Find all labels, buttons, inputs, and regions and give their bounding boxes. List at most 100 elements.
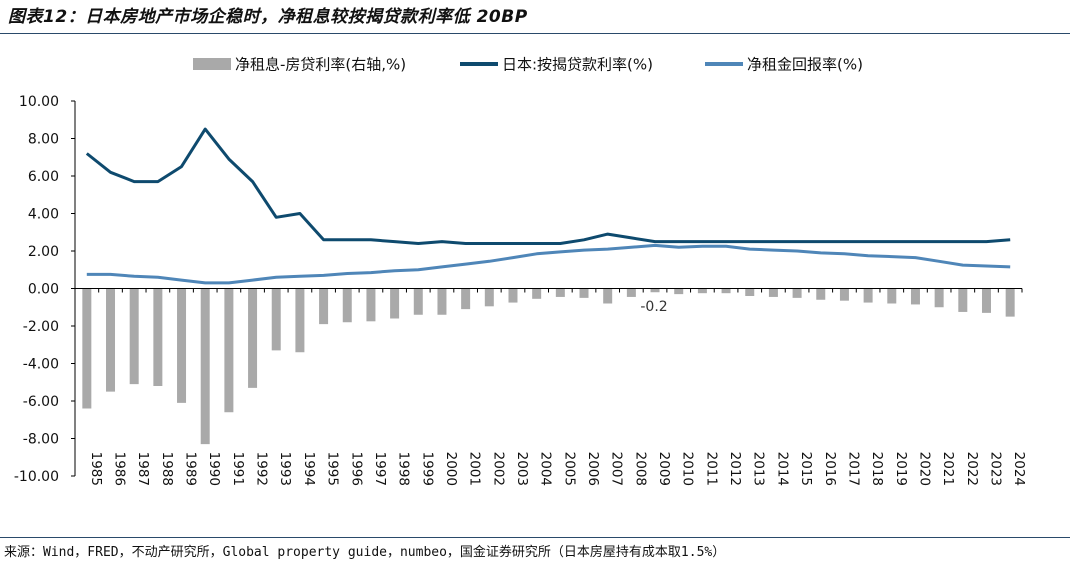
x-tick-label: 2001 bbox=[467, 452, 483, 486]
x-tick-label: 2011 bbox=[703, 452, 719, 486]
y-tick-label: -2.00 bbox=[23, 319, 59, 335]
x-tick-label: 1987 bbox=[135, 452, 151, 486]
x-tick-label: 2003 bbox=[514, 452, 530, 486]
x-tick-label: 1990 bbox=[206, 452, 222, 486]
bar-2007 bbox=[603, 288, 613, 304]
bar-1998 bbox=[390, 288, 400, 319]
bar-1989 bbox=[177, 288, 187, 403]
bar-2008 bbox=[626, 288, 636, 297]
y-tick-label: 6.00 bbox=[28, 169, 59, 185]
chart-title: 图表12：日本房地产市场企稳时，净租息较按揭贷款利率低 20BP bbox=[8, 7, 528, 27]
bar-2003 bbox=[508, 288, 518, 303]
chart: 净租息-房贷利率(右轴,%) 日本:按揭贷款利率(%) 净租金回报率(%) 10.0… bbox=[14, 56, 1027, 487]
bar-1994 bbox=[295, 288, 305, 353]
y-tick-label: -4.00 bbox=[23, 357, 59, 373]
x-tick-label: 2012 bbox=[727, 452, 743, 486]
x-tick-label: 2018 bbox=[869, 452, 885, 486]
x-tick-label: 2007 bbox=[609, 452, 625, 486]
bar-2022 bbox=[958, 288, 968, 312]
bar-2012 bbox=[721, 288, 731, 294]
top-rule bbox=[0, 33, 1070, 34]
x-tick-label: 2005 bbox=[561, 452, 577, 486]
x-tick-label: 2006 bbox=[585, 452, 601, 486]
y-tick-label: 4.00 bbox=[28, 207, 59, 223]
x-tick-label: 1988 bbox=[159, 452, 175, 486]
bar-series bbox=[82, 288, 1015, 445]
x-tick-label: 1998 bbox=[396, 452, 412, 486]
bar-1992 bbox=[248, 288, 258, 388]
bar-2004 bbox=[532, 288, 542, 299]
x-tick-label: 2014 bbox=[774, 452, 790, 486]
bar-2016 bbox=[816, 288, 826, 300]
bar-2017 bbox=[839, 288, 849, 301]
x-tick-label: 1993 bbox=[277, 452, 293, 486]
y-tick-label: -6.00 bbox=[23, 394, 59, 410]
x-tick-label: 2000 bbox=[443, 452, 459, 486]
x-tick-label: 2022 bbox=[964, 452, 980, 486]
x-tick-label: 1991 bbox=[230, 452, 246, 486]
x-tick-label: 2024 bbox=[1011, 452, 1027, 486]
axes: 10.00 8.00 6.00 4.00 2.00 0.00 -2.00 -4.00 -6.00… bbox=[14, 94, 1027, 486]
y-tick-label: -8.00 bbox=[23, 432, 59, 448]
data-label-annotation: -0.2 bbox=[640, 299, 667, 315]
legend-label: 净租金回报率(%) bbox=[747, 56, 863, 74]
bar-1997 bbox=[366, 288, 376, 322]
y-tick-label: 2.00 bbox=[28, 244, 59, 260]
x-tick-label: 2015 bbox=[798, 452, 814, 486]
bar-2011 bbox=[697, 288, 707, 294]
bar-1986 bbox=[106, 288, 116, 392]
bar-1993 bbox=[271, 288, 281, 351]
x-tick-label: 2023 bbox=[987, 452, 1003, 486]
bar-2023 bbox=[981, 288, 991, 313]
x-tick-label: 2017 bbox=[845, 452, 861, 486]
y-tick-label: 8.00 bbox=[28, 132, 59, 148]
legend: 净租息-房贷利率(右轴,%) 日本:按揭贷款利率(%) 净租金回报率(%) bbox=[193, 56, 863, 74]
bar-2014 bbox=[768, 288, 778, 297]
annotations: -0.2 bbox=[640, 299, 667, 315]
net-rental-yield-line bbox=[86, 243, 1011, 285]
legend-label: 日本:按揭贷款利率(%) bbox=[502, 56, 653, 74]
bar-2015 bbox=[792, 288, 802, 298]
x-tick-label: 1997 bbox=[372, 452, 388, 486]
x-tick-label: 2008 bbox=[632, 452, 648, 486]
legend-swatch-bar bbox=[193, 58, 231, 70]
line-series bbox=[85, 127, 1011, 285]
x-tick-label: 2021 bbox=[940, 452, 956, 486]
y-tick-label: -10.00 bbox=[14, 469, 59, 485]
y-tick-label: 0.00 bbox=[28, 282, 59, 298]
x-tick-label: 2004 bbox=[538, 452, 554, 486]
mortgage-rate-line bbox=[85, 127, 1011, 245]
bar-2020 bbox=[910, 288, 920, 305]
bar-1999 bbox=[413, 288, 423, 315]
bar-1991 bbox=[224, 288, 234, 413]
bar-2009 bbox=[650, 288, 660, 293]
bottom-rule bbox=[0, 537, 1070, 538]
bar-1996 bbox=[342, 288, 352, 323]
source-note: 来源：Wind，FRED，不动产研究所，Global property guid… bbox=[4, 545, 726, 560]
bar-2013 bbox=[745, 288, 755, 296]
x-tick-label: 2016 bbox=[822, 452, 838, 486]
bar-1987 bbox=[129, 288, 139, 385]
x-tick-label: 1994 bbox=[301, 452, 317, 486]
bar-2000 bbox=[437, 288, 447, 315]
bar-2005 bbox=[555, 288, 565, 297]
x-tick-label: 2019 bbox=[893, 452, 909, 486]
x-tick-label: 2002 bbox=[490, 452, 506, 486]
bar-2021 bbox=[934, 288, 944, 308]
bar-2019 bbox=[887, 288, 897, 304]
bar-2018 bbox=[863, 288, 873, 303]
x-tick-label: 1989 bbox=[183, 452, 199, 486]
x-tick-label: 1985 bbox=[88, 452, 104, 486]
y-tick-label: 10.00 bbox=[19, 94, 59, 110]
x-tick-label: 2010 bbox=[680, 452, 696, 486]
bar-1988 bbox=[153, 288, 163, 386]
bar-1985 bbox=[82, 288, 92, 409]
x-tick-label: 1999 bbox=[419, 452, 435, 486]
bar-1990 bbox=[200, 288, 210, 445]
bar-2001 bbox=[461, 288, 471, 310]
x-tick-label: 2013 bbox=[751, 452, 767, 486]
legend-label: 净租息-房贷利率(右轴,%) bbox=[235, 56, 406, 74]
bar-2024 bbox=[1005, 288, 1015, 317]
bar-2002 bbox=[484, 288, 494, 307]
x-tick-label: 2020 bbox=[916, 452, 932, 486]
